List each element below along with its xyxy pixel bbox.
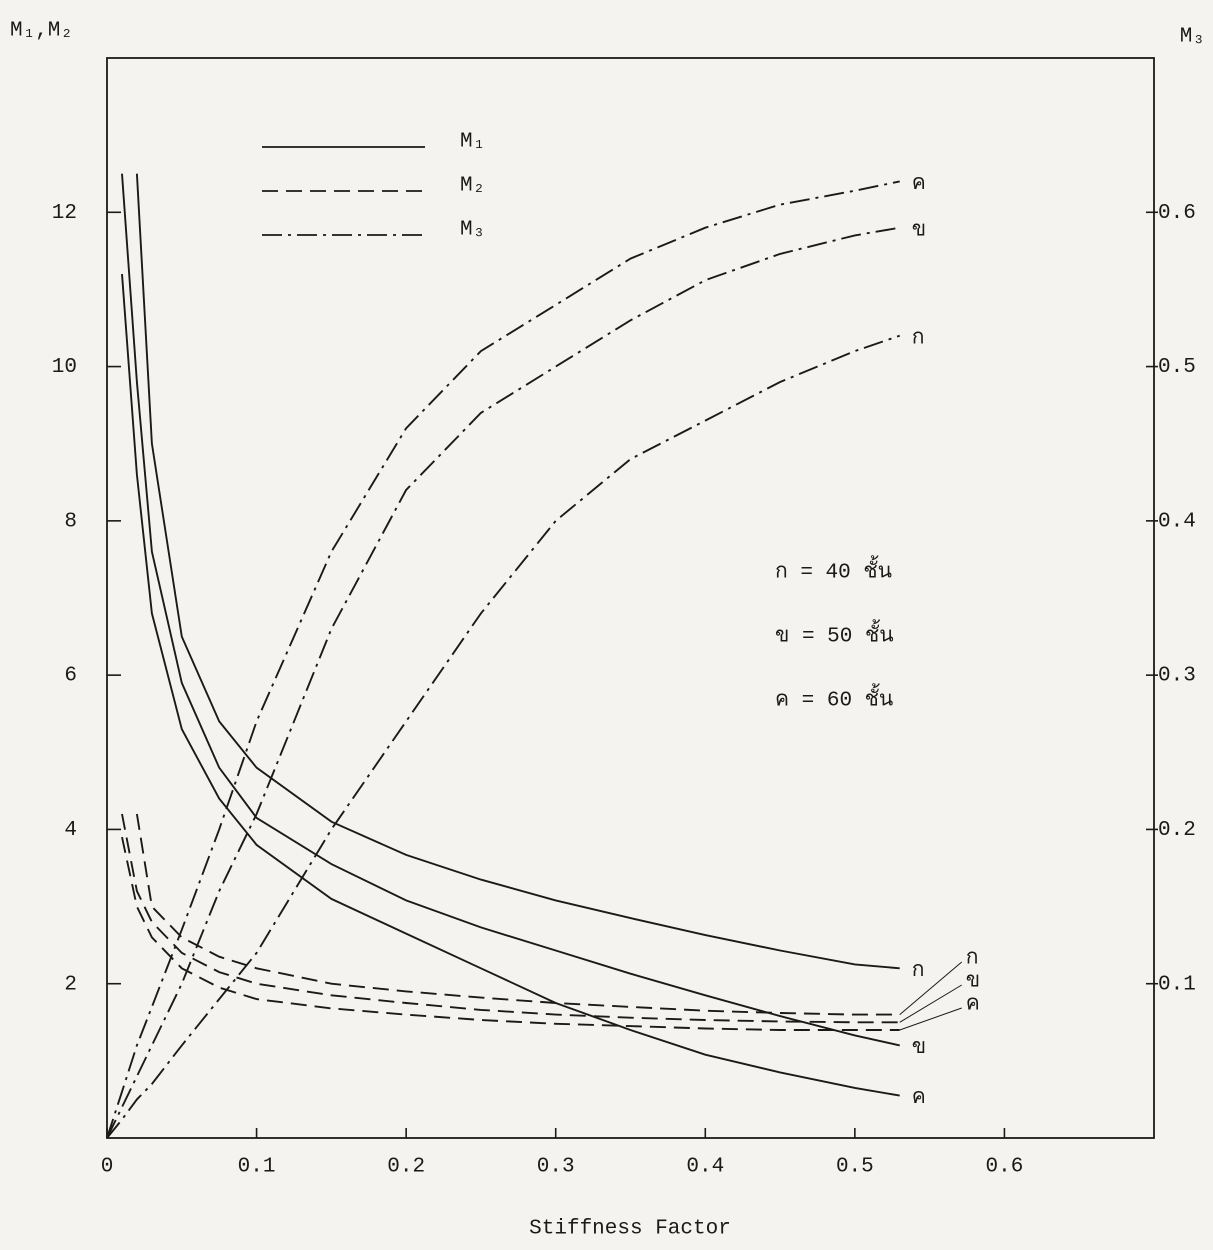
series-end-label: ก (966, 948, 979, 971)
series-end-label: ข (966, 971, 980, 994)
series-line (121, 173, 900, 1047)
y-axis-label: M₁,M₂ (10, 20, 73, 43)
y2-tick-label: 0.2 (1158, 819, 1196, 842)
series-line (121, 813, 900, 1024)
y2-tick-label: 0.5 (1158, 356, 1196, 379)
y-tick-label: 2 (64, 973, 77, 996)
y2-tick-label: 0.4 (1158, 510, 1196, 533)
annotation: ค = 60 ชั้น (775, 684, 893, 713)
y-tick-label: 10 (52, 356, 77, 379)
annotation: ข = 50 ชั้น (775, 620, 894, 649)
leader-line (899, 961, 963, 1015)
y-tick-label: 6 (64, 665, 77, 688)
y2-axis-label: M₃ (1180, 26, 1205, 49)
legend-label: M₃ (460, 219, 485, 242)
x-tick-label: 0.1 (238, 1156, 276, 1179)
y2-tick-label: 0.6 (1158, 202, 1196, 225)
y-tick-label: 4 (64, 819, 77, 842)
x-tick-label: 0.4 (686, 1156, 724, 1179)
annotation: ก = 40 ชั้น (775, 556, 892, 585)
series-end-label: ก (912, 327, 925, 350)
plot-frame (106, 57, 1155, 1139)
series-line (106, 226, 900, 1139)
x-tick-label: 0 (101, 1156, 114, 1179)
series-end-label: ค (912, 173, 926, 196)
series-line (121, 273, 900, 1097)
x-tick-label: 0.5 (836, 1156, 874, 1179)
series-line (135, 813, 900, 1016)
x-tick-label: 0.2 (387, 1156, 425, 1179)
x-tick-label: 0.6 (986, 1156, 1024, 1179)
series-line (106, 334, 901, 1139)
series-line (135, 173, 900, 970)
series-end-label: ค (912, 1087, 926, 1110)
series-end-label: ค (966, 994, 980, 1017)
series-line (106, 180, 900, 1139)
x-axis-label: Stiffness Factor (529, 1218, 731, 1241)
x-tick-label: 0.3 (537, 1156, 575, 1179)
y2-tick-label: 0.3 (1158, 665, 1196, 688)
legend-label: M₁ (460, 131, 485, 154)
series-end-label: ข (912, 219, 926, 242)
series-line (121, 836, 900, 1031)
y-tick-label: 8 (64, 510, 77, 533)
legend-label: M₂ (460, 175, 485, 198)
leader-line (899, 1007, 962, 1031)
y2-tick-label: 0.1 (1158, 973, 1196, 996)
leader-line (899, 984, 962, 1023)
series-end-label: ก (912, 960, 925, 983)
series-end-label: ข (912, 1037, 926, 1060)
y-tick-label: 12 (52, 202, 77, 225)
